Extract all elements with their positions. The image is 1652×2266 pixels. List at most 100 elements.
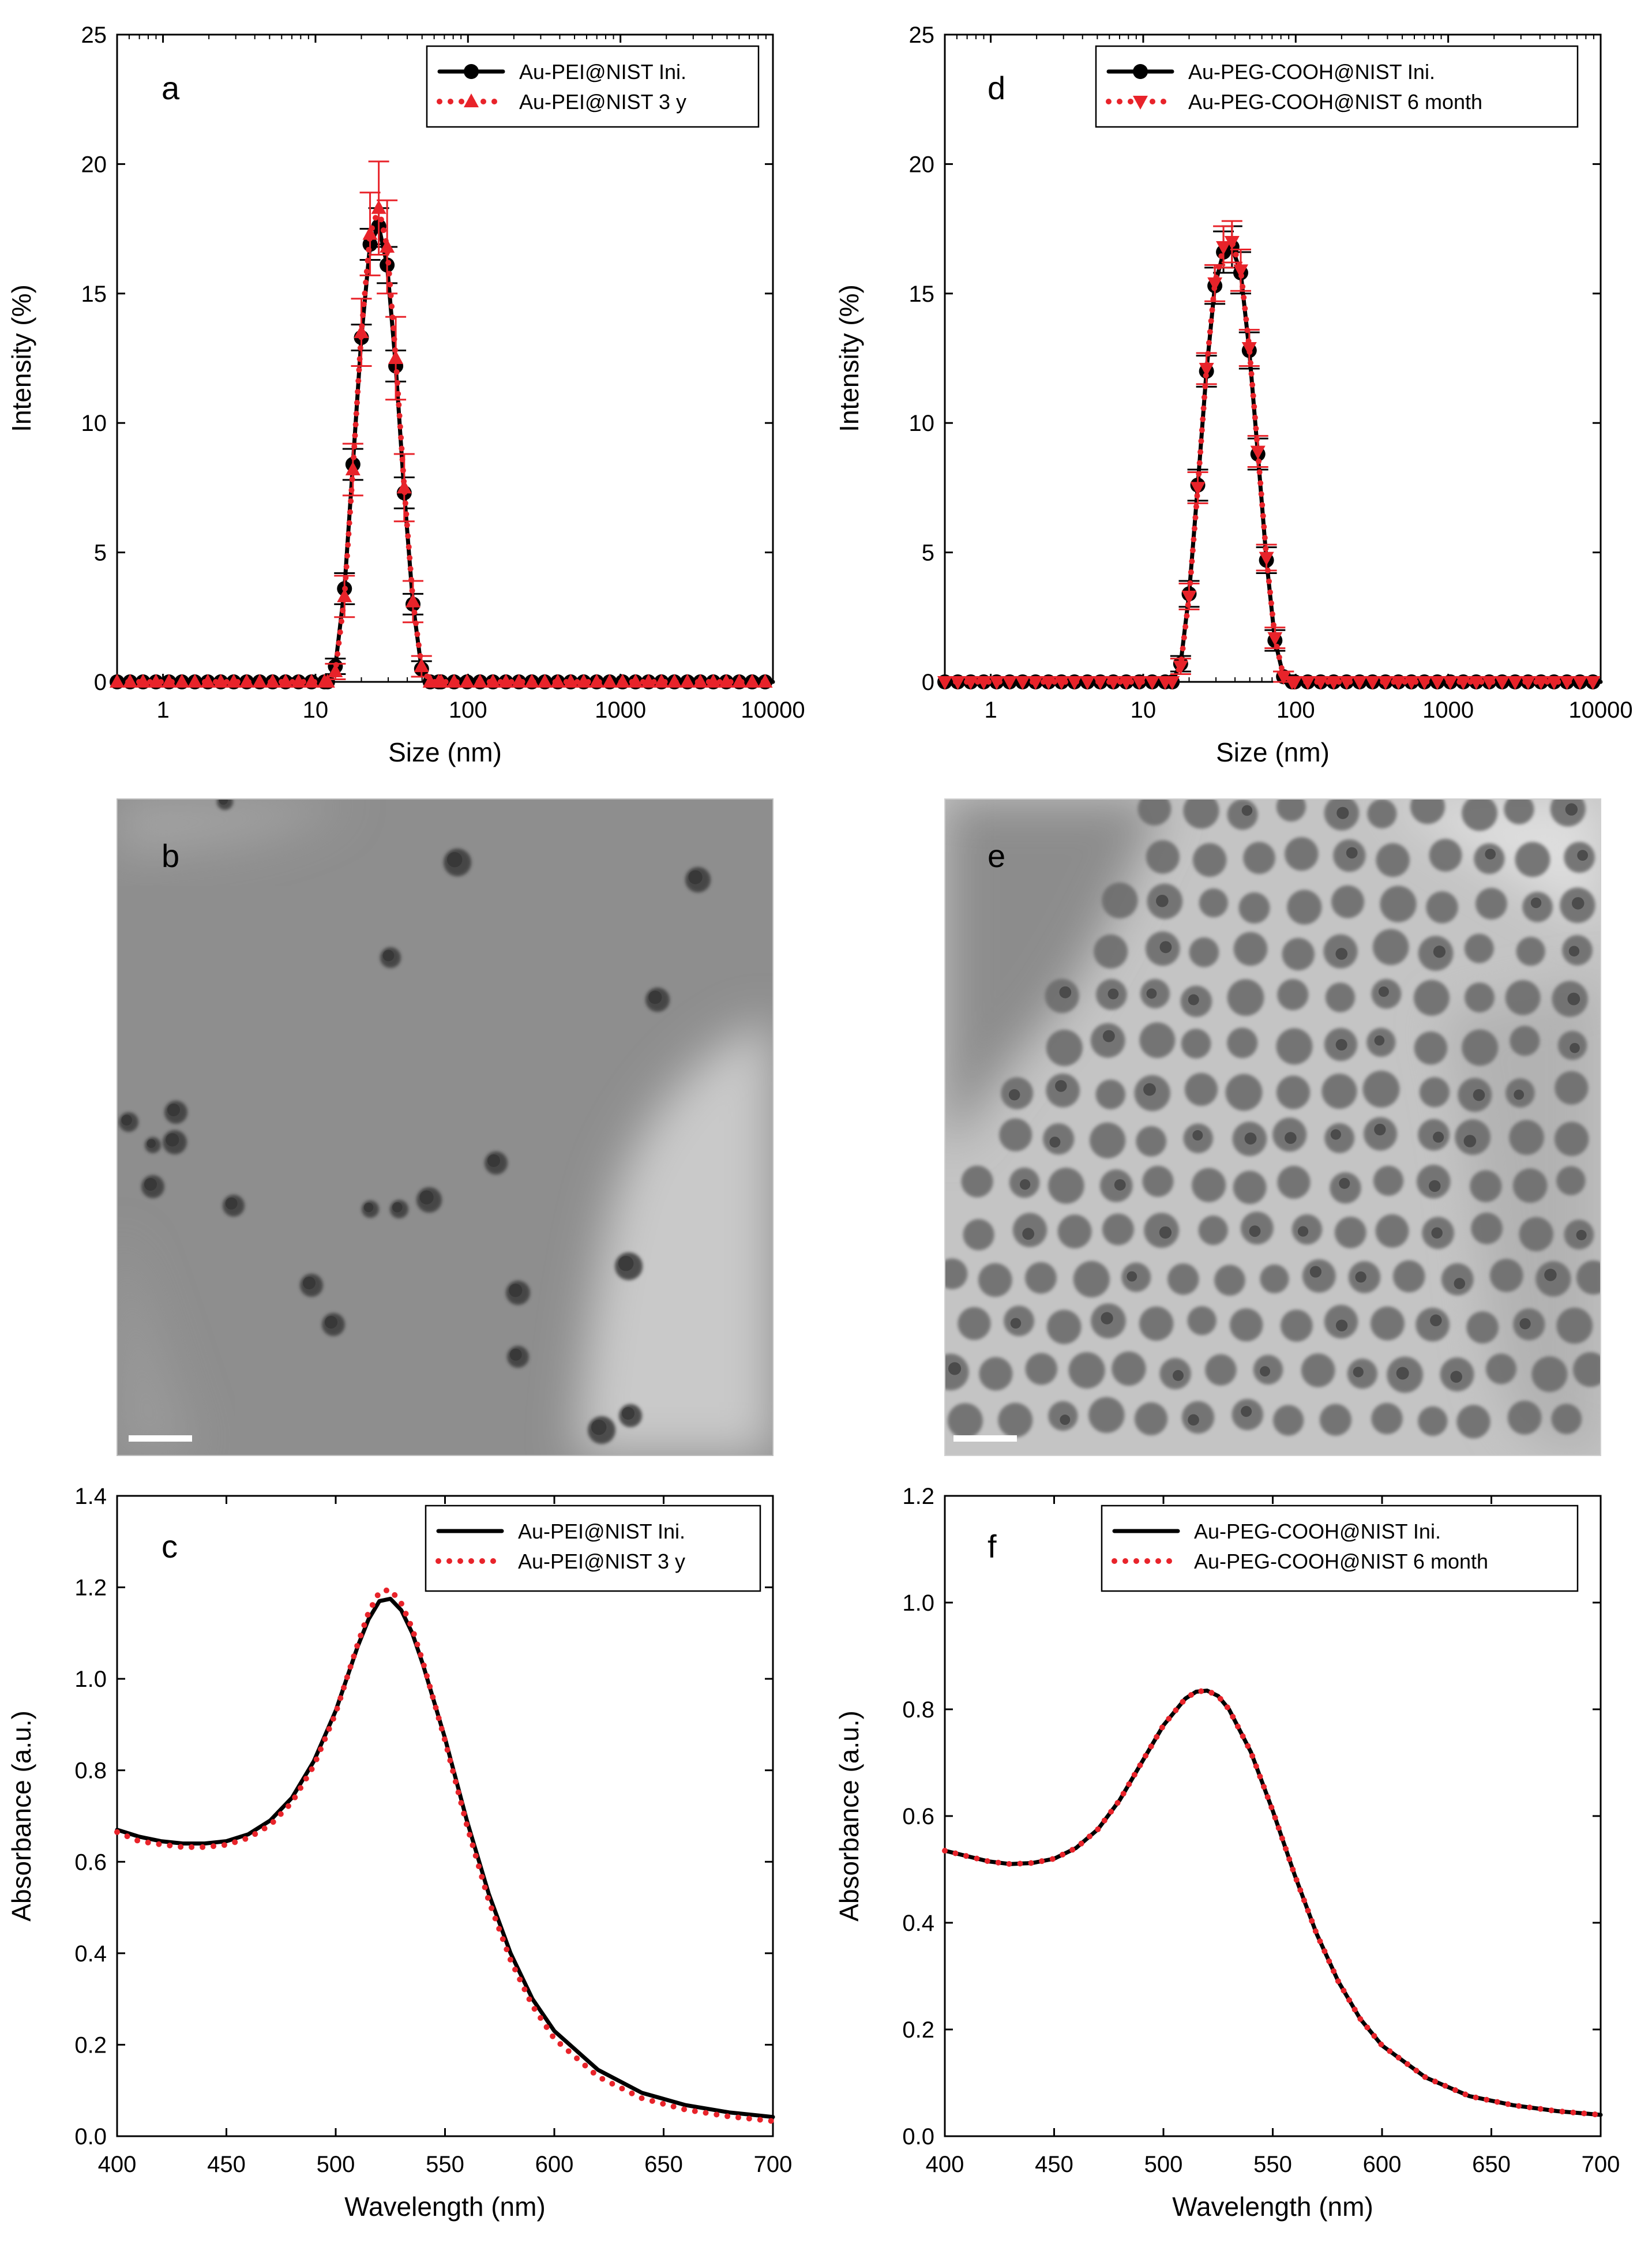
nanoparticle-core [325,1316,337,1329]
data-point-a-1 [337,588,352,602]
data-point-a-1 [362,226,378,240]
nanoparticle-core [1101,1312,1113,1325]
baseline-marker-d-1 [1300,676,1316,690]
baseline-marker-d-1 [1067,676,1082,690]
nanoparticle [1373,1165,1404,1196]
nanoparticle-core [948,1362,962,1375]
y-tick-label-c: 0.0 [74,2124,107,2149]
nanoparticle [1489,1259,1523,1292]
x-tick-label-c: 500 [317,2152,355,2177]
nanoparticle-core [1576,1229,1587,1240]
nanoparticle-core [1309,1266,1321,1278]
data-point-a-1 [371,200,386,214]
baseline-marker-d-1 [989,676,1004,690]
baseline-marker-a-1 [174,674,190,688]
nanoparticle [1531,1356,1568,1393]
nanoparticle [1334,1217,1366,1248]
nanoparticle-core [1019,1179,1031,1190]
nanoparticle-core [1346,847,1358,859]
nanoparticle [1471,1213,1503,1244]
nanoparticle [1519,1217,1553,1251]
nanoparticle [1199,888,1228,918]
nanoparticle [1465,982,1495,1013]
nanoparticle-core [688,870,703,884]
legend-label-d-1: Au-PEG-COOH@NIST 6 month [1188,90,1482,114]
data-point-d-1 [1190,482,1206,496]
panel-label-a: a [162,70,180,106]
nanoparticle-core [419,1190,434,1205]
y-tick-label-f: 0.0 [902,2124,934,2149]
nanoparticle [1319,1404,1351,1436]
nanoparticle-core [392,1202,403,1213]
nanoparticle [1090,1122,1126,1158]
plot-frame-d [944,33,1602,683]
baseline-marker-d-1 [1481,676,1497,690]
x-tick-label-a: 10000 [741,697,805,723]
nanoparticle [1102,1213,1134,1245]
baseline-marker-a-1 [304,674,320,688]
x-tick-label-c: 600 [535,2152,574,2177]
baseline-marker-d-1 [1002,676,1018,690]
nanoparticle-core [648,991,662,1004]
nanoparticle-core [1127,1271,1137,1282]
nanoparticle-core [121,1115,132,1126]
baseline-marker-d-1 [1546,676,1562,690]
nanoparticle [1509,1120,1544,1155]
nanoparticle [1419,1077,1450,1108]
legend-box-c [425,1505,761,1592]
baseline-marker-d-1 [1365,676,1380,690]
legend-label-c-1: Au-PEI@NIST 3 y [518,1550,685,1573]
nanoparticle-core [1188,1414,1199,1426]
data-point-d-1 [1241,342,1257,357]
x-tick-label-f: 600 [1363,2152,1402,2177]
baseline-marker-d-1 [1455,676,1471,690]
baseline-marker-a-1 [148,674,164,688]
legend-box-a [426,45,760,128]
nanoparticle [1466,1311,1499,1344]
nanoparticle-core [1330,1129,1341,1140]
nanoparticle [1507,1401,1542,1435]
baseline-marker-a-1 [252,674,268,688]
y-tick-label-d: 20 [909,152,935,177]
nanoparticle-core [167,1104,180,1116]
nanoparticle-core [382,950,395,962]
data-point-a-1 [388,350,404,364]
x-tick-label-d: 100 [1276,697,1315,723]
nanoparticle [1276,1075,1311,1109]
data-point-d-1 [1181,590,1197,605]
nanoparticle [1414,1031,1448,1065]
nanoparticle-core [147,1139,156,1148]
nanoparticle [1189,937,1219,967]
nanoparticle-core [1353,1367,1364,1378]
baseline-marker-d-1 [976,676,992,690]
baseline-marker-a-1 [757,674,773,688]
baseline-marker-a-1 [719,674,734,688]
baseline-marker-d-1 [1144,676,1160,690]
legend-marker-d-0 [1133,64,1148,79]
nanoparticle-core [225,1197,238,1210]
nanoparticle [1233,932,1268,966]
baseline-marker-d-1 [1054,676,1069,690]
nanoparticle [1094,934,1128,969]
nanoparticle [998,1402,1033,1438]
nanoparticle [1512,1168,1548,1203]
y-tick-label-a: 5 [94,541,107,566]
nanoparticle-core [1530,897,1542,909]
nanoparticle [1362,1070,1400,1108]
baseline-marker-d-1 [937,676,952,690]
baseline-marker-a-1 [226,674,242,688]
nanoparticle-core [1059,986,1072,999]
nanoparticle [1325,982,1356,1012]
baseline-marker-a-1 [731,674,747,688]
baseline-marker-a-1 [459,674,475,688]
baseline-marker-a-1 [200,674,216,688]
nanoparticle [1285,837,1319,871]
baseline-marker-d-1 [1326,676,1342,690]
baseline-marker-d-1 [1520,676,1536,690]
nanoparticle-core [591,1420,607,1435]
x-tick-label-f: 400 [926,2152,964,2177]
x-tick-label-c: 400 [98,2152,137,2177]
x-tick-label-a: 100 [449,697,487,723]
nanoparticle [1181,1029,1211,1059]
